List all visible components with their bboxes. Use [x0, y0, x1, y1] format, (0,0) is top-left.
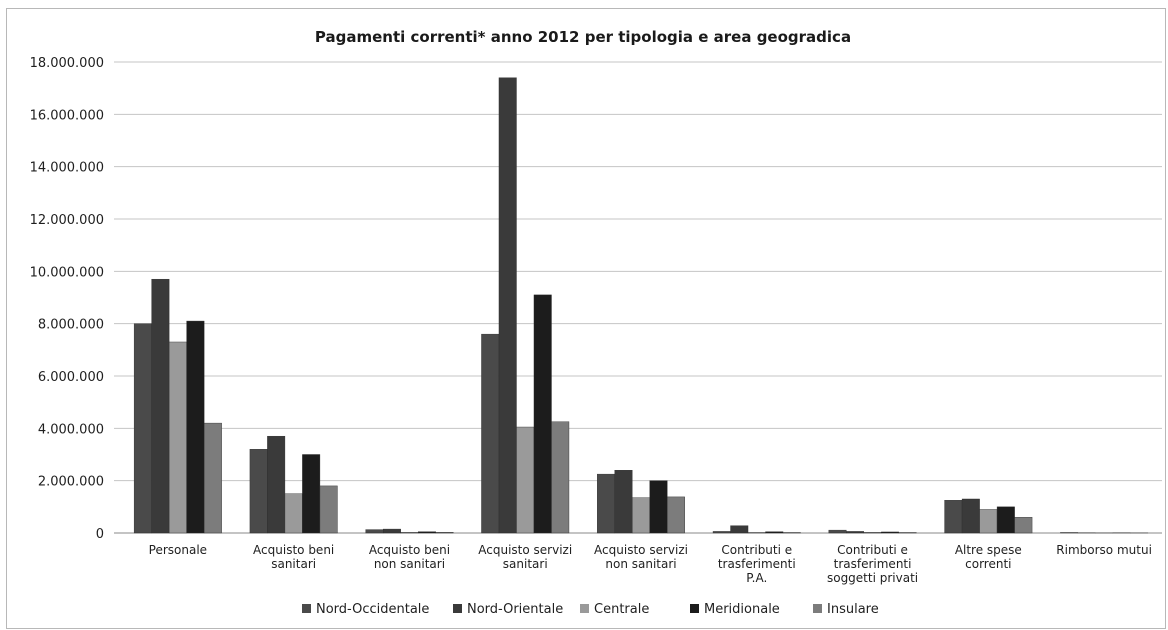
bar	[898, 532, 917, 534]
bar	[533, 294, 552, 534]
bar	[133, 323, 152, 534]
bar	[667, 496, 685, 534]
bar	[186, 320, 205, 534]
bar	[996, 506, 1015, 534]
y-tick-label: 12.000.000	[30, 213, 104, 228]
y-tick-label: 4.000.000	[38, 422, 104, 437]
bar	[151, 278, 170, 534]
y-axis-ticks: 0 2.000.000 4.000.000 6.000.000 8.000.000 10.…	[30, 56, 104, 542]
legend-label: Nord-Orientale	[467, 602, 563, 617]
bar	[302, 454, 321, 534]
x-axis-ticks: Personale Acquisto beni sanitari Acquisto b…	[149, 543, 1152, 585]
bar	[203, 422, 222, 534]
bar	[863, 532, 882, 534]
bar	[597, 473, 615, 534]
legend-label: Centrale	[594, 602, 649, 617]
bar	[400, 532, 419, 534]
bar	[498, 77, 517, 534]
bar	[614, 470, 633, 534]
y-tick-label: 8.000.000	[38, 318, 104, 333]
bar	[649, 480, 668, 534]
bar	[551, 421, 570, 534]
y-tick-label: 16.000.000	[30, 108, 104, 123]
bar	[881, 531, 900, 534]
chart-title: Pagamenti correnti* anno 2012 per tipolo…	[315, 28, 851, 46]
y-tick-label: 0	[96, 527, 104, 542]
bar	[730, 525, 749, 534]
bar	[516, 426, 535, 534]
bar	[979, 509, 998, 534]
bar	[961, 498, 980, 534]
y-tick-label: 18.000.000	[30, 56, 104, 71]
bar	[417, 531, 436, 534]
legend-swatch	[302, 604, 311, 613]
bar	[765, 531, 784, 534]
y-tick-label: 6.000.000	[38, 370, 104, 385]
bar	[435, 532, 454, 534]
bar	[249, 449, 268, 534]
bar	[481, 333, 500, 534]
bar	[319, 485, 338, 534]
bar	[284, 493, 303, 534]
bar	[365, 529, 384, 534]
x-tick-label: Acquisto servizi sanitari	[478, 543, 572, 571]
x-tick-label: Acquisto beni sanitari	[253, 543, 334, 571]
bar	[382, 528, 401, 534]
x-tick-label: Rimborso mutui	[1056, 543, 1152, 557]
y-tick-label: 2.000.000	[38, 475, 104, 490]
bar	[267, 435, 286, 534]
bar	[944, 500, 963, 534]
legend-label: Meridionale	[704, 602, 780, 617]
bars	[133, 77, 1149, 534]
legend-swatch	[580, 604, 589, 613]
legend-swatch	[813, 604, 822, 613]
x-tick-label: Acquisto servizi non sanitari	[594, 543, 688, 571]
legend-swatch	[453, 604, 462, 613]
legend-label: Insulare	[827, 602, 879, 617]
legend-label: Nord-Occidentale	[316, 602, 429, 617]
x-tick-label: Personale	[149, 543, 207, 557]
legend-swatch	[690, 604, 699, 613]
bar	[632, 497, 650, 534]
x-tick-label: Acquisto beni non sanitari	[369, 543, 450, 571]
bar	[828, 529, 847, 534]
y-tick-label: 10.000.000	[30, 265, 104, 280]
bar	[747, 532, 766, 534]
bar	[1014, 517, 1033, 534]
bar	[712, 531, 731, 534]
bar	[168, 341, 187, 534]
bar	[846, 531, 865, 534]
x-tick-label: Contributi e trasferimenti soggetti privat…	[827, 543, 918, 585]
x-tick-label: Altre spese correnti	[955, 543, 1022, 571]
bar	[1060, 532, 1079, 534]
y-tick-label: 14.000.000	[30, 161, 104, 176]
bar	[782, 532, 801, 534]
legend: Nord-Occidentale Nord-Orientale Centrale Me…	[302, 602, 879, 617]
x-tick-label: Contributi e trasferimenti P.A.	[718, 543, 796, 585]
